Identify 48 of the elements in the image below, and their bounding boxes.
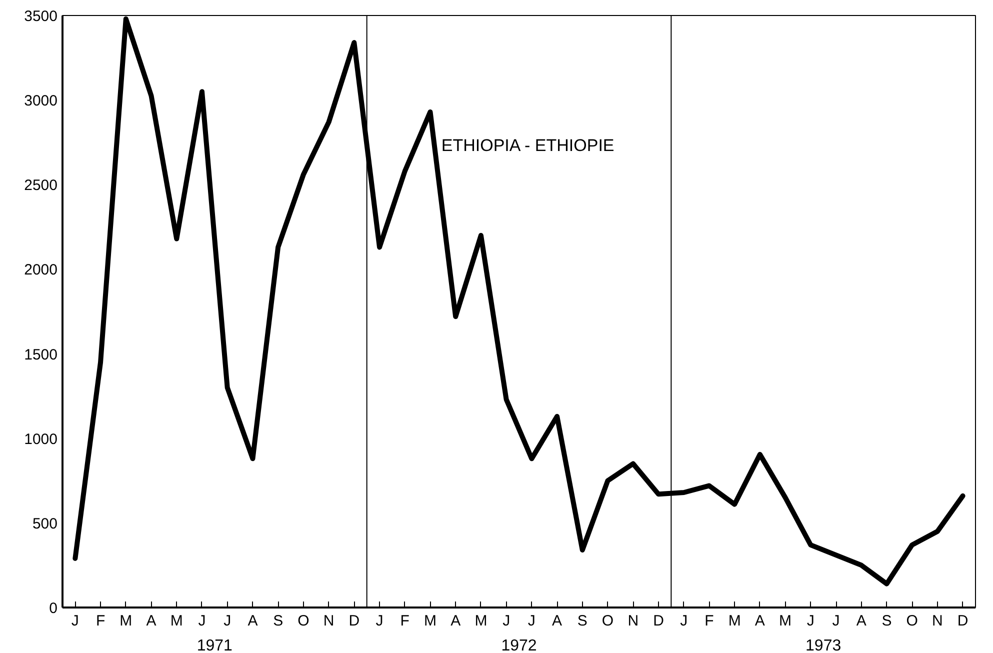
x-tick-label: F: [400, 612, 410, 630]
y-tick-label: 2500: [24, 177, 58, 194]
x-tick-label: M: [120, 612, 132, 630]
y-tick-label: 500: [32, 515, 58, 532]
x-tick-label: S: [577, 612, 588, 630]
x-tick-label: F: [96, 612, 106, 630]
x-tick-label: A: [754, 612, 765, 630]
x-tick-label: J: [832, 612, 840, 630]
x-tick-label: O: [906, 612, 918, 630]
text: ETHIOPIA - ETHIOPIE: [441, 136, 614, 155]
x-tick-label: J: [198, 612, 206, 630]
x-tick-label: A: [856, 612, 866, 630]
x-tick-label: A: [146, 612, 156, 630]
x-tick-label: F: [704, 612, 714, 630]
x-tick-label: M: [779, 612, 792, 630]
y-tick-label: 3500: [24, 8, 58, 25]
x-tick-label: D: [957, 612, 968, 630]
y-tick-label: 1000: [24, 430, 58, 448]
x-tick-label: J: [376, 612, 384, 630]
y-tick-label: 2000: [24, 262, 58, 279]
x-tick-label: N: [323, 612, 334, 630]
x-tick-label: N: [628, 612, 639, 630]
x-tick-label: M: [728, 612, 741, 630]
x-tick-label: D: [653, 612, 664, 630]
x-tick-label: J: [502, 612, 510, 630]
x-tick-label: A: [552, 612, 562, 630]
x-tick-label: O: [602, 612, 614, 630]
text: 1971: [196, 638, 233, 653]
x-tick-label: A: [248, 612, 258, 630]
y-tick-label: 1500: [24, 346, 58, 364]
x-tick-label: N: [932, 612, 943, 630]
x-tick-label: M: [170, 612, 183, 630]
x-tick-label: J: [806, 612, 814, 630]
x-tick-label: A: [450, 612, 461, 630]
x-tick-label: S: [273, 612, 284, 630]
x-tick-label: S: [882, 612, 892, 630]
x-tick-label: M: [424, 612, 436, 630]
x-tick-label: J: [680, 612, 688, 630]
x-tick-label: J: [224, 612, 232, 630]
text: 1973: [806, 638, 842, 653]
x-tick-label: J: [528, 612, 536, 630]
x-tick-label: D: [348, 612, 360, 630]
x-tick-label: M: [474, 612, 488, 630]
y-tick-label: 0: [49, 600, 58, 617]
y-tick-label: 3000: [24, 92, 58, 110]
x-tick-label: O: [298, 612, 310, 630]
x-tick-label: J: [71, 612, 79, 630]
text: 1972: [501, 638, 537, 653]
